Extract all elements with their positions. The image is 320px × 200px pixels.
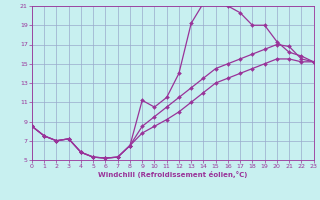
- X-axis label: Windchill (Refroidissement éolien,°C): Windchill (Refroidissement éolien,°C): [98, 171, 247, 178]
